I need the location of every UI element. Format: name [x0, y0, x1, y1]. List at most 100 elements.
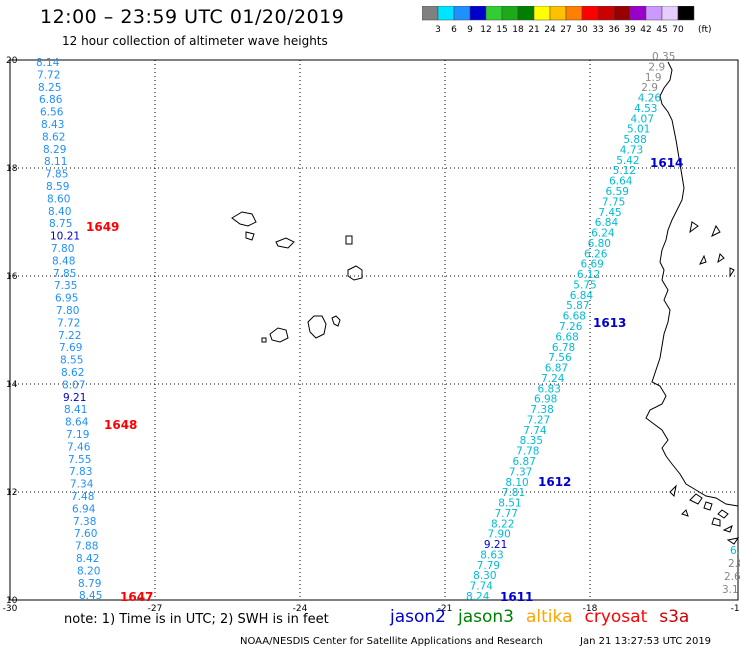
wave-height-value: 6.68 [555, 331, 578, 343]
colorbar-swatch [453, 6, 471, 21]
wave-height-value: 8.45 [79, 590, 102, 602]
wave-height-value: 2.9 [648, 61, 665, 73]
wave-height-value: 6.98 [534, 394, 557, 406]
color-scale-legend: 3 6 9 12 15 18 21 24 27 30 33 36 39 42 45 70 (ft) [422, 6, 712, 35]
wave-height-value: 7.60 [74, 528, 97, 540]
wave-height-value: 7.38 [530, 404, 553, 416]
colorbar-tick: 36 [608, 25, 620, 35]
credit-line: NOAA/NESDIS Center for Satellite Applica… [240, 636, 543, 647]
edge-wave-value: 3.1 [722, 584, 739, 596]
wave-height-value: 8.25 [38, 82, 61, 94]
edge-wave-value: 2.8 [728, 558, 740, 570]
wave-height-value: 7.45 [598, 207, 621, 219]
colorbar-swatch [629, 6, 647, 21]
colorbar-tick: 42 [640, 25, 651, 35]
wave-height-value: 7.72 [37, 69, 60, 81]
colorbar-swatch [677, 6, 695, 21]
wave-height-value: 6.59 [606, 186, 629, 198]
colorbar-swatch [613, 6, 631, 21]
east-track-values: 0.352.91.92.94.264.534.075.015.884.735.4… [466, 51, 683, 604]
wave-height-value: 6.69 [580, 259, 603, 271]
wave-height-value: 6.95 [55, 293, 78, 305]
colorbar-tick: 15 [496, 25, 507, 35]
graticule-grid [10, 60, 738, 600]
pass-time-label: 1647 [120, 590, 153, 604]
wave-height-value: 8.43 [41, 119, 64, 131]
wave-height-value: 8.22 [491, 518, 514, 530]
wave-height-value: 10.21 [50, 231, 80, 243]
wave-height-value: 7.56 [548, 352, 572, 364]
wave-height-value: 8.51 [498, 498, 521, 510]
colorbar-tick: 21 [528, 25, 539, 35]
y-axis-tick: 14 [6, 380, 18, 390]
wave-height-value: 7.22 [58, 330, 81, 342]
wave-height-value: 6.56 [40, 107, 64, 119]
satellite-altika: altika [526, 607, 573, 627]
generated-timestamp: Jan 21 13:27:53 UTC 2019 [580, 636, 712, 647]
wave-height-value: 4.73 [620, 144, 643, 156]
wave-height-value: 6.78 [552, 342, 575, 354]
wave-height-value: 7.83 [69, 466, 92, 478]
wave-height-value: 7.35 [54, 280, 77, 292]
colorbar-tick: 39 [624, 25, 636, 35]
wave-height-value: 6.84 [595, 217, 619, 229]
wave-height-value: 4.53 [634, 103, 657, 115]
wave-height-value: 6.68 [563, 311, 586, 323]
wave-height-value: 9.21 [63, 392, 86, 404]
wave-height-value: 7.80 [51, 243, 74, 255]
satellite-legend: jason2 jason3 altika cryosat s3a [390, 607, 701, 627]
colorbar-swatch [485, 6, 503, 21]
wave-height-value: 8.60 [47, 193, 70, 205]
colorbar-swatch [597, 6, 615, 21]
map-subtitle: 12 hour collection of altimeter wave hei… [62, 34, 328, 48]
pass-time-label: 1613 [593, 316, 626, 330]
wave-height-value: 7.46 [67, 441, 91, 453]
wave-height-value: 9.21 [484, 539, 507, 551]
colorbar-swatch [661, 6, 679, 21]
wave-height-value: 8.24 [466, 591, 490, 603]
pass-time-label: 1611 [500, 590, 533, 604]
y-axis-tick: 18 [6, 164, 18, 174]
wave-height-value: 7.74 [470, 581, 494, 593]
pass-time-label: 1648 [104, 418, 137, 432]
wave-height-value: 6.64 [609, 176, 633, 188]
wave-height-value: 2.9 [641, 82, 658, 94]
y-axis-tick: 16 [6, 272, 18, 282]
wave-height-value: 7.27 [527, 414, 550, 426]
colorbar-swatch [533, 6, 551, 21]
wave-height-value: 8.63 [480, 549, 503, 561]
satellite-jason3: jason3 [458, 607, 514, 627]
wave-height-value: 8.29 [43, 144, 66, 156]
wave-height-value: 7.81 [502, 487, 525, 499]
wave-height-value: 7.88 [75, 541, 98, 553]
wave-height-value: 6.26 [584, 248, 608, 260]
colorbar-swatch [517, 6, 535, 21]
wave-height-value: 6.87 [545, 363, 568, 375]
wave-height-value: 8.30 [473, 570, 496, 582]
colorbar-swatch [549, 6, 567, 21]
edge-wave-value: 2.6 [724, 571, 740, 583]
footer-note: note: 1) Time is in UTC; 2) SWH is in fe… [64, 612, 329, 627]
colorbar-swatch [437, 6, 455, 21]
wave-height-value: 6.86 [39, 94, 63, 106]
wave-height-value: 7.26 [559, 321, 583, 333]
colorbar-tick: 45 [656, 25, 667, 35]
wave-height-value: 7.75 [602, 196, 625, 208]
wave-height-value: 8.07 [62, 379, 85, 391]
wave-height-value: 7.37 [509, 466, 532, 478]
colorbar-swatch [422, 6, 439, 21]
wave-height-value: 5.42 [616, 155, 639, 167]
y-axis-tick: 12 [6, 488, 17, 498]
wave-height-value: 7.69 [59, 342, 82, 354]
wave-height-value: 8.75 [49, 218, 72, 230]
pass-time-label: 1612 [538, 475, 571, 489]
wave-height-value: 5.01 [627, 124, 650, 136]
wave-height-value: 7.19 [66, 429, 89, 441]
colorbar-swatch [501, 6, 519, 21]
map-title: 12:00 – 23:59 UTC 01/20/2019 [40, 6, 345, 28]
axis-labels: -30-27-24-21-18-15201816141210 [3, 56, 740, 614]
satellite-jason2: jason2 [390, 607, 446, 627]
wave-height-value: 8.62 [42, 131, 65, 143]
wave-height-value: 0.35 [652, 51, 675, 63]
